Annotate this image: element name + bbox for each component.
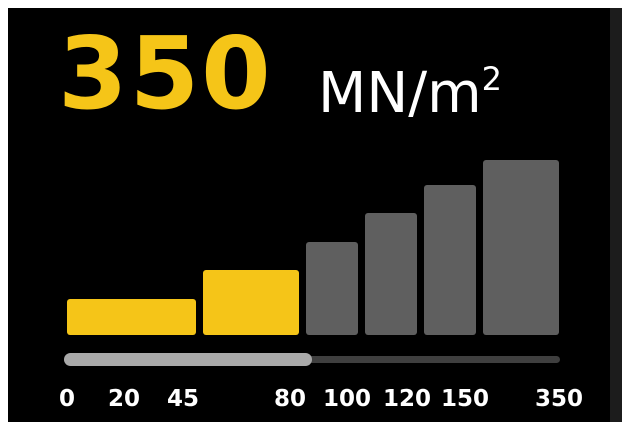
scale-label: 150 — [440, 386, 490, 412]
slider-fill[interactable] — [64, 353, 312, 366]
level-bar — [67, 299, 196, 335]
slider-track[interactable] — [64, 356, 560, 363]
stress-value: 350 — [58, 15, 273, 132]
scale-label: 20 — [107, 386, 141, 412]
scale-label: 100 — [322, 386, 372, 412]
scale-label: 80 — [273, 386, 307, 412]
unit-exponent: 2 — [481, 60, 502, 98]
unit-base: MN/m — [318, 61, 482, 126]
level-bar — [365, 213, 417, 335]
level-bar — [203, 270, 299, 335]
level-bar — [306, 242, 358, 335]
stress-unit: MN/m2 — [318, 54, 502, 134]
scale-label: 120 — [382, 386, 432, 412]
scale-label: 0 — [58, 386, 76, 412]
scale-label: 45 — [166, 386, 200, 412]
level-bar — [424, 185, 476, 335]
panel-edge — [610, 8, 622, 422]
level-bar — [483, 160, 559, 335]
scale-label: 350 — [534, 386, 584, 412]
